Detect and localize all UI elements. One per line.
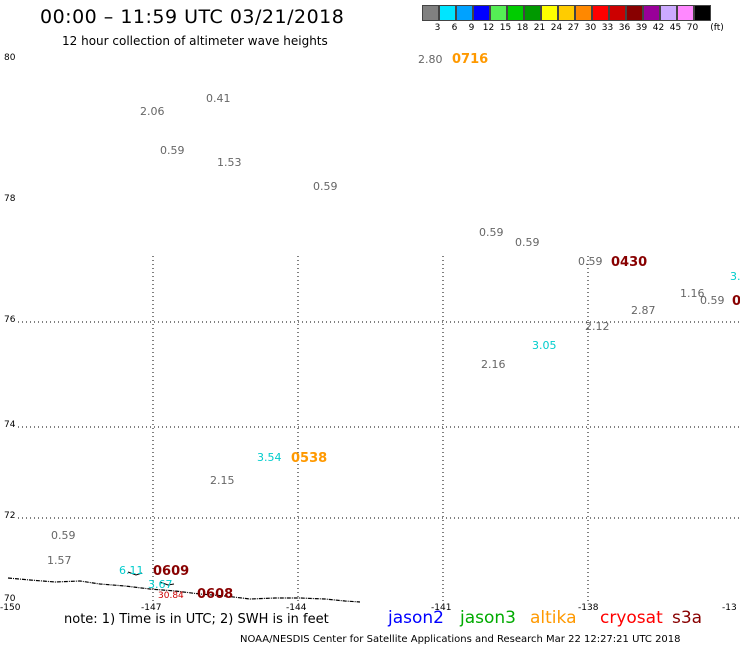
wave-height-value: 0.59	[578, 255, 603, 268]
legend-label: 9	[468, 23, 475, 33]
wave-height-value: 0.59	[700, 294, 725, 307]
lat-label: 78	[4, 194, 16, 204]
legend-label: 39	[635, 23, 648, 33]
legend-label: 27	[567, 23, 580, 33]
pass-time-label: 0538	[291, 451, 327, 466]
legend-swatch	[422, 5, 439, 21]
legend-label: 36	[618, 23, 631, 33]
page-subtitle: 12 hour collection of altimeter wave hei…	[62, 34, 328, 48]
coastline	[7, 571, 361, 603]
pass-time-label: 0608	[197, 587, 233, 602]
legend-swatch	[473, 5, 490, 21]
legend-label: 12	[482, 23, 495, 33]
legend-label: 45	[669, 23, 682, 33]
wave-height-value: 2.80	[418, 53, 443, 66]
legend-swatch	[626, 5, 643, 21]
satellite-jason2: jason2	[388, 608, 444, 628]
lon-label: -147	[141, 603, 161, 613]
lon-label: -13	[722, 603, 737, 613]
legend-swatch	[507, 5, 524, 21]
legend-swatch	[643, 5, 660, 21]
wave-height-value: 0.59	[515, 236, 540, 249]
lat-label: 74	[4, 420, 16, 430]
pass-time-label: 0716	[452, 52, 488, 67]
legend-unit: (ft)	[710, 23, 724, 33]
color-legend: 3 6 9 12 15 18 21 24 27 30 33 36 39 42 45 70 (ft)	[422, 5, 728, 33]
lat-label: 70	[4, 594, 16, 604]
lon-label: -150	[0, 603, 21, 613]
page-title: 00:00 – 11:59 UTC 03/21/2018	[40, 6, 345, 28]
satellite-s3a: s3a	[672, 608, 703, 628]
legend-label: 3	[434, 23, 441, 33]
pass-time-label: 0	[732, 294, 740, 309]
pass-time-label: 0609	[153, 564, 189, 579]
legend-swatch	[609, 5, 626, 21]
legend-label: 24	[550, 23, 563, 33]
wave-height-value: 3.	[730, 270, 740, 283]
wave-height-value: 3.05	[532, 339, 557, 352]
wave-height-value: 0.59	[160, 144, 185, 157]
wave-height-value: 2.16	[481, 358, 506, 371]
lon-label: -138	[578, 603, 599, 613]
legend-label: 42	[652, 23, 665, 33]
lon-label: -141	[431, 603, 451, 613]
legend-label: 70	[686, 23, 699, 33]
wave-height-value: 1.53	[217, 156, 242, 169]
legend-label: 15	[499, 23, 512, 33]
lon-label: -144	[286, 603, 307, 613]
legend-label: 30	[584, 23, 597, 33]
legend-swatch	[439, 5, 456, 21]
wave-height-value: 0.59	[51, 529, 76, 542]
wave-height-value: 1.16	[680, 287, 705, 300]
wave-height-value: 2.06	[140, 105, 165, 118]
wave-height-value: 2.12	[585, 320, 610, 333]
satellite-altika: altika	[530, 608, 577, 628]
wave-height-value: 3.54	[257, 451, 282, 464]
legend-swatch	[456, 5, 473, 21]
wave-height-value: 0.59	[479, 226, 504, 239]
legend-label: 18	[516, 23, 529, 33]
legend-swatch	[490, 5, 507, 21]
legend-swatch	[524, 5, 541, 21]
legend-label: 6	[451, 23, 458, 33]
wave-height-value: 0.41	[206, 92, 231, 105]
wave-height-value: 2.15	[210, 474, 235, 487]
grid-lines	[18, 256, 740, 602]
lat-label: 76	[4, 315, 16, 325]
legend-swatch	[558, 5, 575, 21]
legend-swatch	[541, 5, 558, 21]
wave-height-value: 6.11	[119, 564, 144, 577]
legend-swatch	[575, 5, 592, 21]
wave-height-value: 30.84	[158, 591, 184, 601]
lat-label: 80	[4, 53, 16, 63]
wave-height-value: 1.57	[47, 554, 72, 567]
wave-height-value: 3.67	[148, 578, 173, 591]
wave-height-value: 2.87	[631, 304, 656, 317]
wave-height-value: 0.59	[313, 180, 338, 193]
footer-credit: NOAA/NESDIS Center for Satellite Applica…	[240, 634, 681, 645]
legend-label: 21	[533, 23, 546, 33]
legend-swatch	[677, 5, 694, 21]
footer-note: note: 1) Time is in UTC; 2) SWH is in fe…	[64, 612, 329, 627]
pass-time-label: 0430	[611, 255, 647, 270]
legend-swatch	[660, 5, 677, 21]
satellite-jason3: jason3	[460, 608, 516, 628]
lat-label: 72	[4, 511, 15, 521]
legend-label: 33	[601, 23, 614, 33]
legend-swatch	[592, 5, 609, 21]
legend-swatch	[694, 5, 711, 21]
satellite-cryosat: cryosat	[600, 608, 663, 628]
